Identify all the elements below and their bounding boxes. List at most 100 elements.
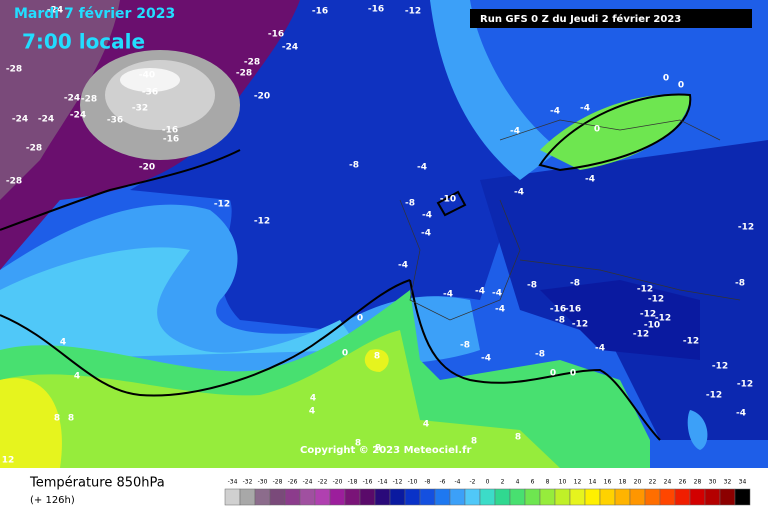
contour-label: -4: [510, 127, 520, 137]
contour-label: 4: [60, 338, 66, 348]
legend-tick-label: -4: [455, 479, 461, 486]
contour-label: -28: [81, 95, 97, 105]
legend-swatch: [734, 488, 751, 506]
contour-label: -28: [236, 69, 252, 79]
contour-label: -12: [683, 337, 699, 347]
legend-swatch: [389, 488, 406, 506]
legend-tick-label: 2: [501, 479, 505, 486]
legend-tick-label: -18: [348, 479, 358, 486]
contour-label: -20: [139, 163, 155, 173]
legend-tick-label: 34: [739, 479, 747, 486]
contour-label: 4: [74, 372, 80, 382]
contour-label: -4: [595, 344, 605, 354]
contour-label: -8: [535, 350, 545, 360]
contour-label: -4: [421, 229, 431, 239]
legend-swatch: [404, 488, 421, 506]
legend-tick-label: -24: [303, 479, 313, 486]
contour-label: -24: [38, 115, 54, 125]
time-label: 7:00 locale: [22, 30, 145, 54]
contour-label: -8: [349, 161, 359, 171]
legend-tick-label: -8: [425, 479, 431, 486]
contour-label: -12: [637, 285, 653, 295]
contour-label: -12: [405, 7, 421, 17]
legend-swatch: [659, 488, 676, 506]
contour-label: 0: [594, 125, 600, 135]
legend-tick-label: 28: [694, 479, 702, 486]
copyright: Copyright © 2023 Meteociel.fr: [300, 445, 471, 456]
contour-label: -16: [565, 305, 581, 315]
contour-label: -4: [736, 409, 746, 419]
legend-swatch: [329, 488, 346, 506]
contour-label: -16: [268, 30, 284, 40]
contour-label: -28: [244, 58, 260, 68]
contour-labels: -24 -16 -16 -12-16-24-28-28-28-40-36-28-24-…: [2, 5, 754, 466]
contour-label: 4: [309, 407, 315, 417]
contour-label: -20: [254, 92, 270, 102]
legend-tick-label: -28: [273, 479, 283, 486]
legend-swatch: [344, 488, 361, 506]
legend-tick-label: 14: [589, 479, 597, 486]
contour-label: -12: [640, 310, 656, 320]
contour-label: -28: [6, 177, 22, 187]
contour-label: 8: [54, 414, 60, 424]
contour-label: 8: [355, 439, 361, 449]
legend-swatch: [629, 488, 646, 506]
legend-tick-label: 22: [649, 479, 657, 486]
legend-swatch: [674, 488, 691, 506]
legend-tick-label: -34: [228, 479, 238, 486]
contour-label: -16: [162, 126, 178, 136]
contour-label: 4: [310, 394, 316, 404]
legend-swatch: [359, 488, 376, 506]
color-legend: -34 -32 -30 -28 -26 -24 -22 -20 -18 -16 -14 -12 -10-…: [224, 479, 751, 506]
legend-tick-label: 26: [679, 479, 687, 486]
legend-swatch: [554, 488, 571, 506]
contour-label: -4: [550, 107, 560, 117]
legend-tick-label: -20: [333, 479, 343, 486]
contour-label: -24: [47, 6, 63, 16]
contour-label: 8: [375, 444, 381, 454]
footer-subtitle: (+ 126h): [30, 495, 75, 506]
legend-swatch: [224, 488, 241, 506]
contour-label: -40: [139, 71, 155, 81]
legend-tick-label: 20: [634, 479, 642, 486]
legend-tick-label: -22: [318, 479, 328, 486]
contour-label: 8: [471, 437, 477, 447]
legend-swatch: [644, 488, 661, 506]
legend-swatch: [479, 488, 496, 506]
legend-swatch: [614, 488, 631, 506]
legend-tick-label: -14: [378, 479, 388, 486]
legend-swatch: [524, 488, 541, 506]
contour-label: 0: [357, 314, 363, 324]
run-label: Run GFS 0 Z du Jeudi 2 février 2023: [480, 13, 681, 25]
coastlines: [0, 93, 692, 441]
legend-swatch: [449, 488, 466, 506]
contour-label: -4: [514, 188, 524, 198]
contour-label: -10: [644, 321, 660, 331]
contour-label: 0: [663, 74, 669, 84]
legend-swatch: [599, 488, 616, 506]
legend-tick-label: 12: [574, 479, 582, 486]
legend-tick-label: -16: [363, 479, 373, 486]
date-label: Mardi 7 février 2023: [14, 6, 175, 22]
legend-swatch: [434, 488, 451, 506]
contour-label: -12: [572, 320, 588, 330]
contour-label: 8: [374, 352, 380, 362]
legend-tick-label: 4: [516, 479, 520, 486]
legend-swatch: [584, 488, 601, 506]
contour-label: 0: [342, 349, 348, 359]
contour-label: -4: [417, 163, 427, 173]
contour-label: -4: [492, 289, 502, 299]
legend-tick-label: 6: [531, 479, 535, 486]
legend-tick-label: 32: [724, 479, 732, 486]
contour-label: -4: [475, 287, 485, 297]
contour-label: 0: [570, 369, 576, 379]
contour-label: 12: [2, 456, 15, 466]
contour-label: -32: [132, 104, 148, 114]
contour-label: -16: [312, 7, 328, 17]
legend-swatch: [569, 488, 586, 506]
legend-tick-label: 16: [604, 479, 612, 486]
contour-label: -8: [570, 279, 580, 289]
legend-swatch: [539, 488, 556, 506]
contour-label: -12: [712, 362, 728, 372]
